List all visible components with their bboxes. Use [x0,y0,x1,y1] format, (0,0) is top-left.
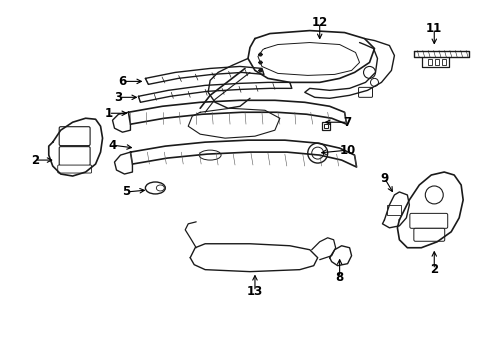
Circle shape [370,78,378,86]
Circle shape [363,67,375,78]
Text: 13: 13 [246,285,263,298]
Text: 2: 2 [429,263,437,276]
FancyBboxPatch shape [409,213,447,228]
Text: 10: 10 [339,144,355,157]
Bar [441,59,446,66]
Text: 4: 4 [108,139,117,152]
FancyBboxPatch shape [58,165,91,173]
Bar [434,59,438,66]
Ellipse shape [145,182,165,194]
Text: 3: 3 [114,91,122,104]
Text: 11: 11 [425,22,442,35]
Bar [321,122,329,130]
Text: 8: 8 [335,271,343,284]
FancyBboxPatch shape [59,147,90,166]
Ellipse shape [156,185,164,191]
Bar [427,59,431,66]
Circle shape [425,186,442,204]
Text: 6: 6 [118,75,126,88]
FancyBboxPatch shape [413,228,444,241]
Text: 9: 9 [380,171,388,185]
FancyBboxPatch shape [358,87,372,97]
Circle shape [311,147,323,159]
Text: 12: 12 [311,16,327,29]
Ellipse shape [199,150,221,160]
Text: 5: 5 [122,185,130,198]
FancyBboxPatch shape [59,127,90,146]
Bar [386,205,401,215]
Text: 1: 1 [104,107,112,120]
Text: 7: 7 [343,116,351,129]
Circle shape [307,143,327,163]
Text: 2: 2 [31,154,39,167]
